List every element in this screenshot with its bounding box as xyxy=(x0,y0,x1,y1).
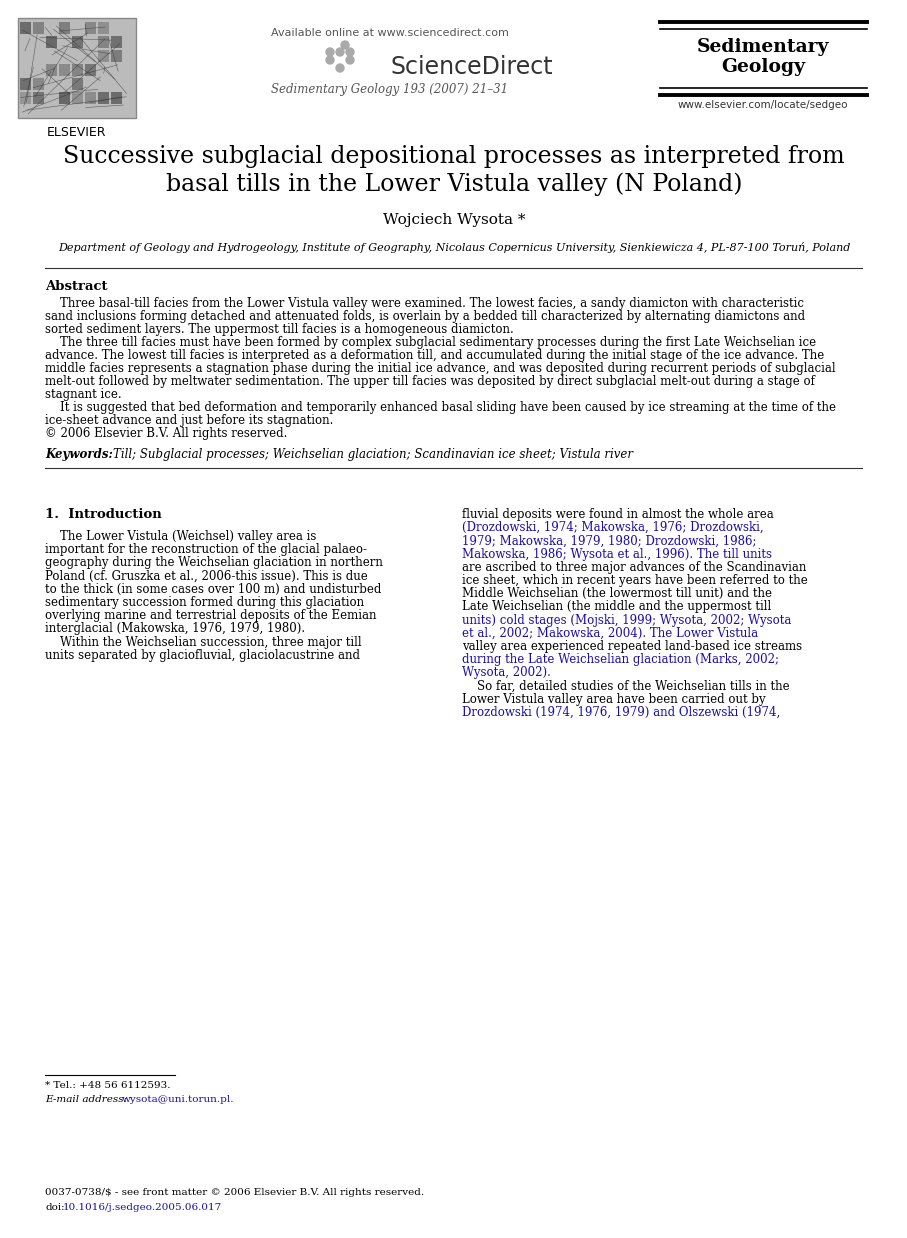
Text: geography during the Weichselian glaciation in northern: geography during the Weichselian glaciat… xyxy=(45,556,383,569)
Text: overlying marine and terrestrial deposits of the Eemian: overlying marine and terrestrial deposit… xyxy=(45,609,376,623)
Text: © 2006 Elsevier B.V. All rights reserved.: © 2006 Elsevier B.V. All rights reserved… xyxy=(45,427,288,439)
Text: Three basal-till facies from the Lower Vistula valley were examined. The lowest : Three basal-till facies from the Lower V… xyxy=(45,297,804,310)
Text: Sedimentary: Sedimentary xyxy=(697,38,829,56)
Bar xyxy=(85,64,96,76)
Text: fluvial deposits were found in almost the whole area: fluvial deposits were found in almost th… xyxy=(462,508,774,521)
Bar xyxy=(59,92,70,104)
Bar xyxy=(33,92,44,104)
Text: E-mail address:: E-mail address: xyxy=(45,1094,131,1104)
Bar xyxy=(85,22,96,33)
Bar xyxy=(20,92,31,104)
Circle shape xyxy=(346,48,354,56)
Bar xyxy=(59,22,70,33)
Text: Middle Weichselian (the lowermost till unit) and the: Middle Weichselian (the lowermost till u… xyxy=(462,587,772,600)
Bar xyxy=(72,92,83,104)
Text: 0037-0738/$ - see front matter © 2006 Elsevier B.V. All rights reserved.: 0037-0738/$ - see front matter © 2006 El… xyxy=(45,1188,424,1197)
Bar xyxy=(72,64,83,76)
Text: 1979; Makowska, 1979, 1980; Drozdowski, 1986;: 1979; Makowska, 1979, 1980; Drozdowski, … xyxy=(462,535,756,547)
Bar xyxy=(46,64,57,76)
Bar xyxy=(98,92,109,104)
Bar xyxy=(85,92,96,104)
Bar xyxy=(72,78,83,90)
Text: (Drozdowski, 1974; Makowska, 1976; Drozdowski,: (Drozdowski, 1974; Makowska, 1976; Drozd… xyxy=(462,521,764,535)
Bar xyxy=(59,64,70,76)
Bar xyxy=(46,36,57,48)
Text: melt-out followed by meltwater sedimentation. The upper till facies was deposite: melt-out followed by meltwater sedimenta… xyxy=(45,375,814,387)
Text: Within the Weichselian succession, three major till: Within the Weichselian succession, three… xyxy=(45,635,362,649)
Text: ELSEVIER: ELSEVIER xyxy=(47,126,107,139)
Text: 1.  Introduction: 1. Introduction xyxy=(45,508,161,521)
Bar xyxy=(20,22,31,33)
Text: basal tills in the Lower Vistula valley (N Poland): basal tills in the Lower Vistula valley … xyxy=(166,172,742,196)
Text: sand inclusions forming detached and attenuated folds, is overlain by a bedded t: sand inclusions forming detached and att… xyxy=(45,310,805,323)
Text: doi:: doi: xyxy=(45,1203,64,1212)
Bar xyxy=(20,78,31,90)
Text: Late Weichselian (the middle and the uppermost till: Late Weichselian (the middle and the upp… xyxy=(462,600,771,613)
Bar xyxy=(111,36,122,48)
Circle shape xyxy=(326,48,334,56)
Text: So far, detailed studies of the Weichselian tills in the: So far, detailed studies of the Weichsel… xyxy=(462,680,790,692)
Circle shape xyxy=(336,64,344,72)
Text: wysota@uni.torun.pl.: wysota@uni.torun.pl. xyxy=(122,1094,235,1104)
Bar xyxy=(111,50,122,62)
Text: advance. The lowest till facies is interpreted as a deformation till, and accumu: advance. The lowest till facies is inter… xyxy=(45,349,824,361)
Text: Available online at www.sciencedirect.com: Available online at www.sciencedirect.co… xyxy=(271,28,509,38)
Text: important for the reconstruction of the glacial palaeo-: important for the reconstruction of the … xyxy=(45,543,367,556)
Text: The Lower Vistula (Weichsel) valley area is: The Lower Vistula (Weichsel) valley area… xyxy=(45,530,317,543)
Bar xyxy=(111,92,122,104)
Text: ice-sheet advance and just before its stagnation.: ice-sheet advance and just before its st… xyxy=(45,413,334,427)
Text: middle facies represents a stagnation phase during the initial ice advance, and : middle facies represents a stagnation ph… xyxy=(45,361,835,375)
Text: The three till facies must have been formed by complex subglacial sedimentary pr: The three till facies must have been for… xyxy=(45,335,816,349)
Text: Successive subglacial depositional processes as interpreted from: Successive subglacial depositional proce… xyxy=(63,145,844,168)
Circle shape xyxy=(346,56,354,64)
Text: to the thick (in some cases over 100 m) and undisturbed: to the thick (in some cases over 100 m) … xyxy=(45,583,381,595)
Text: Sedimentary Geology 193 (2007) 21–31: Sedimentary Geology 193 (2007) 21–31 xyxy=(271,83,509,97)
Text: Abstract: Abstract xyxy=(45,280,108,293)
Bar xyxy=(98,22,109,33)
Bar xyxy=(33,22,44,33)
Circle shape xyxy=(336,48,344,56)
Text: Poland (cf. Gruszka et al., 2006-this issue). This is due: Poland (cf. Gruszka et al., 2006-this is… xyxy=(45,569,367,583)
Text: et al., 2002; Makowska, 2004). The Lower Vistula: et al., 2002; Makowska, 2004). The Lower… xyxy=(462,626,758,640)
Bar xyxy=(98,50,109,62)
Text: are ascribed to three major advances of the Scandinavian: are ascribed to three major advances of … xyxy=(462,561,806,573)
Text: www.elsevier.com/locate/sedgeo: www.elsevier.com/locate/sedgeo xyxy=(678,100,848,110)
Text: Geology: Geology xyxy=(721,58,805,76)
Text: ScienceDirect: ScienceDirect xyxy=(390,54,552,79)
Text: Department of Geology and Hydrogeology, Institute of Geography, Nicolaus Coperni: Department of Geology and Hydrogeology, … xyxy=(58,241,850,253)
Text: stagnant ice.: stagnant ice. xyxy=(45,387,122,401)
Text: Lower Vistula valley area have been carried out by: Lower Vistula valley area have been carr… xyxy=(462,693,766,706)
Text: 10.1016/j.sedgeo.2005.06.017: 10.1016/j.sedgeo.2005.06.017 xyxy=(63,1203,222,1212)
Circle shape xyxy=(341,41,349,50)
Text: Keywords:: Keywords: xyxy=(45,448,117,461)
Text: Makowska, 1986; Wysota et al., 1996). The till units: Makowska, 1986; Wysota et al., 1996). Th… xyxy=(462,547,772,561)
Text: units) cold stages (Mojski, 1999; Wysota, 2002; Wysota: units) cold stages (Mojski, 1999; Wysota… xyxy=(462,614,792,626)
Bar xyxy=(18,19,136,118)
Text: ice sheet, which in recent years have been referred to the: ice sheet, which in recent years have be… xyxy=(462,574,808,587)
Text: * Tel.: +48 56 6112593.: * Tel.: +48 56 6112593. xyxy=(45,1081,171,1089)
Text: valley area experienced repeated land-based ice streams: valley area experienced repeated land-ba… xyxy=(462,640,802,652)
Text: Till; Subglacial processes; Weichselian glaciation; Scandinavian ice sheet; Vist: Till; Subglacial processes; Weichselian … xyxy=(113,448,633,461)
Circle shape xyxy=(326,56,334,64)
Text: Wysota, 2002).: Wysota, 2002). xyxy=(462,666,551,680)
Text: sorted sediment layers. The uppermost till facies is a homogeneous diamicton.: sorted sediment layers. The uppermost ti… xyxy=(45,323,513,335)
Bar xyxy=(72,36,83,48)
Text: units separated by glaciofluvial, glaciolacustrine and: units separated by glaciofluvial, glacio… xyxy=(45,649,360,662)
Bar xyxy=(33,78,44,90)
Text: sedimentary succession formed during this glaciation: sedimentary succession formed during thi… xyxy=(45,595,364,609)
Text: during the Late Weichselian glaciation (Marks, 2002;: during the Late Weichselian glaciation (… xyxy=(462,654,779,666)
Text: Drozdowski (1974, 1976, 1979) and Olszewski (1974,: Drozdowski (1974, 1976, 1979) and Olszew… xyxy=(462,706,780,719)
Text: interglacial (Makowska, 1976, 1979, 1980).: interglacial (Makowska, 1976, 1979, 1980… xyxy=(45,623,305,635)
Bar xyxy=(98,36,109,48)
Text: Wojciech Wysota *: Wojciech Wysota * xyxy=(383,213,525,227)
Text: It is suggested that bed deformation and temporarily enhanced basal sliding have: It is suggested that bed deformation and… xyxy=(45,401,836,413)
